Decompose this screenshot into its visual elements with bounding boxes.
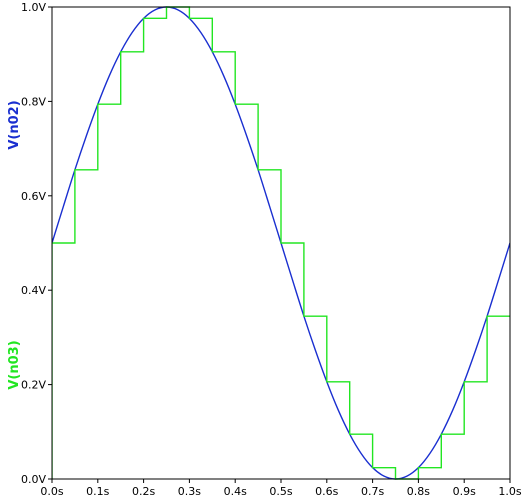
- series-line-v-n03: [52, 6, 510, 480]
- axes-layer: [48, 6, 511, 483]
- x-tick-label: 0.5s: [269, 485, 292, 498]
- y-tick-label: 0.4V: [21, 284, 46, 297]
- x-tick-label: 0.8s: [407, 485, 430, 498]
- x-tick-label: 0.2s: [132, 485, 155, 498]
- x-tick-label: 0.6s: [315, 485, 338, 498]
- y-tick-label: 0.2V: [21, 379, 46, 392]
- x-tick-label: 0.9s: [453, 485, 476, 498]
- x-tick-label: 1.0s: [498, 485, 521, 498]
- series-label-v-n02: V(n02): [7, 100, 22, 149]
- y-tick-label: 1.0V: [21, 1, 46, 14]
- x-tick-label: 0.0s: [40, 485, 63, 498]
- x-tick-label: 0.1s: [86, 485, 109, 498]
- x-tick-label: 0.3s: [178, 485, 201, 498]
- x-tick-label: 0.7s: [361, 485, 384, 498]
- label-layer: 0.0s 0.1s 0.2s 0.3s 0.4s 0.5s 0.6s 0.7s 0.8s 0.9s…: [7, 1, 522, 498]
- y-tick-label: 0.6V: [21, 190, 46, 203]
- y-tick-label: 0.8V: [21, 95, 46, 108]
- series-label-v-n03: V(n03): [7, 340, 22, 389]
- x-tick-label: 0.4s: [224, 485, 247, 498]
- series-layer: [52, 6, 510, 480]
- y-tick-label: 0.0V: [21, 473, 46, 486]
